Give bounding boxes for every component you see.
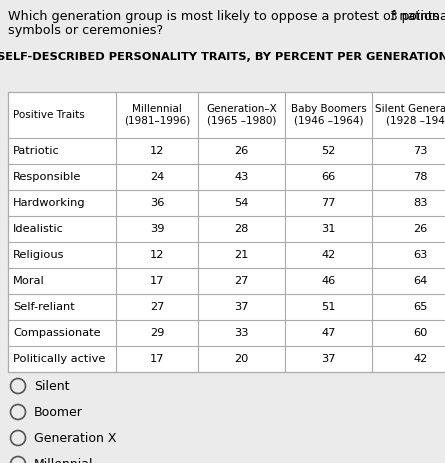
Text: 51: 51 [321,302,336,312]
Text: 17: 17 [150,276,164,286]
Text: 37: 37 [321,354,336,364]
Text: Generation–X
(1965 –1980): Generation–X (1965 –1980) [206,104,277,126]
Text: Patriotic: Patriotic [13,146,60,156]
Text: 73: 73 [413,146,428,156]
Text: Generation X: Generation X [34,432,117,444]
Text: Hardworking: Hardworking [13,198,85,208]
Text: Responsible: Responsible [13,172,81,182]
Text: Positive Traits: Positive Traits [13,110,85,120]
Text: Politically active: Politically active [13,354,105,364]
Text: Millennial
(1981–1996): Millennial (1981–1996) [124,104,190,126]
Text: 12: 12 [150,250,164,260]
Text: 78: 78 [413,172,428,182]
Text: 47: 47 [321,328,336,338]
Text: 27: 27 [150,302,164,312]
Text: 37: 37 [234,302,249,312]
Text: 27: 27 [235,276,249,286]
Text: 3 points: 3 points [390,10,439,23]
Text: 33: 33 [234,328,249,338]
Text: 42: 42 [413,354,428,364]
Text: 28: 28 [235,224,249,234]
Text: 24: 24 [150,172,164,182]
Text: 63: 63 [413,250,428,260]
Text: 42: 42 [321,250,336,260]
Text: Compassionate: Compassionate [13,328,101,338]
Text: 31: 31 [321,224,336,234]
Text: 26: 26 [235,146,249,156]
Text: SELF-DESCRIBED PERSONALITY TRAITS, BY PERCENT PER GENERATION: SELF-DESCRIBED PERSONALITY TRAITS, BY PE… [0,52,445,62]
Text: 54: 54 [235,198,249,208]
Text: 83: 83 [413,198,428,208]
Text: 66: 66 [321,172,336,182]
Text: 26: 26 [413,224,428,234]
Text: 43: 43 [235,172,249,182]
Bar [8,92,445,372]
Text: Silent: Silent [34,380,69,393]
Text: 12: 12 [150,146,164,156]
Text: 29: 29 [150,328,164,338]
Text: Moral: Moral [13,276,45,286]
Text: Religious: Religious [13,250,65,260]
Text: 21: 21 [235,250,249,260]
Text: Idealistic: Idealistic [13,224,64,234]
Text: Which generation group is most likely to oppose a protest of national: Which generation group is most likely to… [8,10,445,23]
Text: 52: 52 [321,146,336,156]
Text: 17: 17 [150,354,164,364]
Text: symbols or ceremonies?: symbols or ceremonies? [8,24,163,37]
Text: 65: 65 [413,302,428,312]
Text: 60: 60 [413,328,428,338]
Text: 36: 36 [150,198,164,208]
Text: Self-reliant: Self-reliant [13,302,75,312]
Text: 46: 46 [321,276,336,286]
Text: Millennial: Millennial [34,457,93,463]
Text: 20: 20 [235,354,249,364]
Text: Boomer: Boomer [34,406,83,419]
Text: 39: 39 [150,224,164,234]
Text: 77: 77 [321,198,336,208]
Text: Baby Boomers
(1946 –1964): Baby Boomers (1946 –1964) [291,104,366,126]
Text: 64: 64 [413,276,428,286]
Text: Silent Generation
(1928 –1945): Silent Generation (1928 –1945) [375,104,445,126]
